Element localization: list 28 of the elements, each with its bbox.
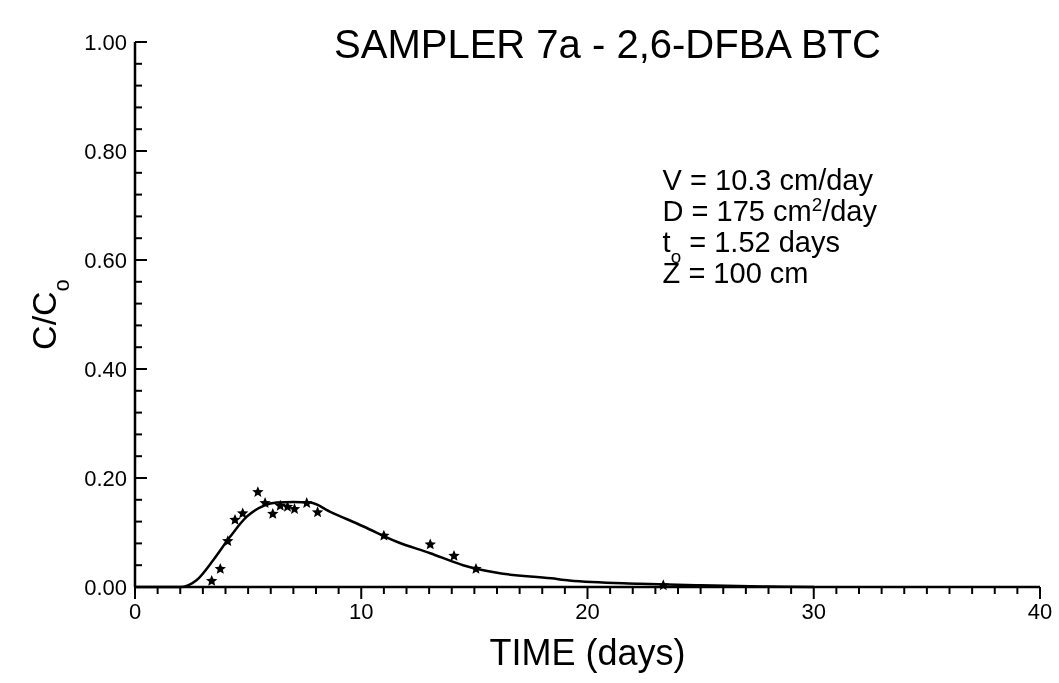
point bbox=[222, 535, 234, 547]
x-axis-title: TIME (days) bbox=[489, 632, 686, 673]
x-tick-label: 0 bbox=[128, 599, 142, 624]
point bbox=[259, 497, 271, 508]
point bbox=[267, 507, 279, 519]
point bbox=[205, 575, 218, 586]
point bbox=[378, 529, 390, 541]
chart-title: SAMPLER 7a - 2,6-DFBA BTC bbox=[334, 22, 881, 66]
x-tick-label: 10 bbox=[349, 599, 374, 624]
y-tick-label: 0.00 bbox=[84, 574, 127, 600]
y-tick-label: 0.60 bbox=[84, 247, 127, 273]
point bbox=[252, 486, 264, 498]
point bbox=[214, 563, 226, 574]
annotation: V = 10.3 cm/day bbox=[662, 164, 874, 196]
y-tick-label: 0.20 bbox=[84, 465, 127, 491]
y-tick-label: 0.80 bbox=[84, 138, 127, 164]
point bbox=[229, 513, 241, 525]
point bbox=[236, 507, 249, 519]
point bbox=[274, 499, 286, 511]
point bbox=[424, 538, 436, 550]
y-tick-label: 0.40 bbox=[84, 356, 127, 382]
point bbox=[311, 506, 324, 518]
point bbox=[470, 563, 482, 574]
point bbox=[448, 549, 460, 561]
x-tick-label: 30 bbox=[801, 599, 826, 624]
x-tick-label: 20 bbox=[575, 599, 600, 624]
y-tick-label: 1.00 bbox=[84, 29, 127, 55]
x-tick-label: 40 bbox=[1027, 599, 1053, 624]
